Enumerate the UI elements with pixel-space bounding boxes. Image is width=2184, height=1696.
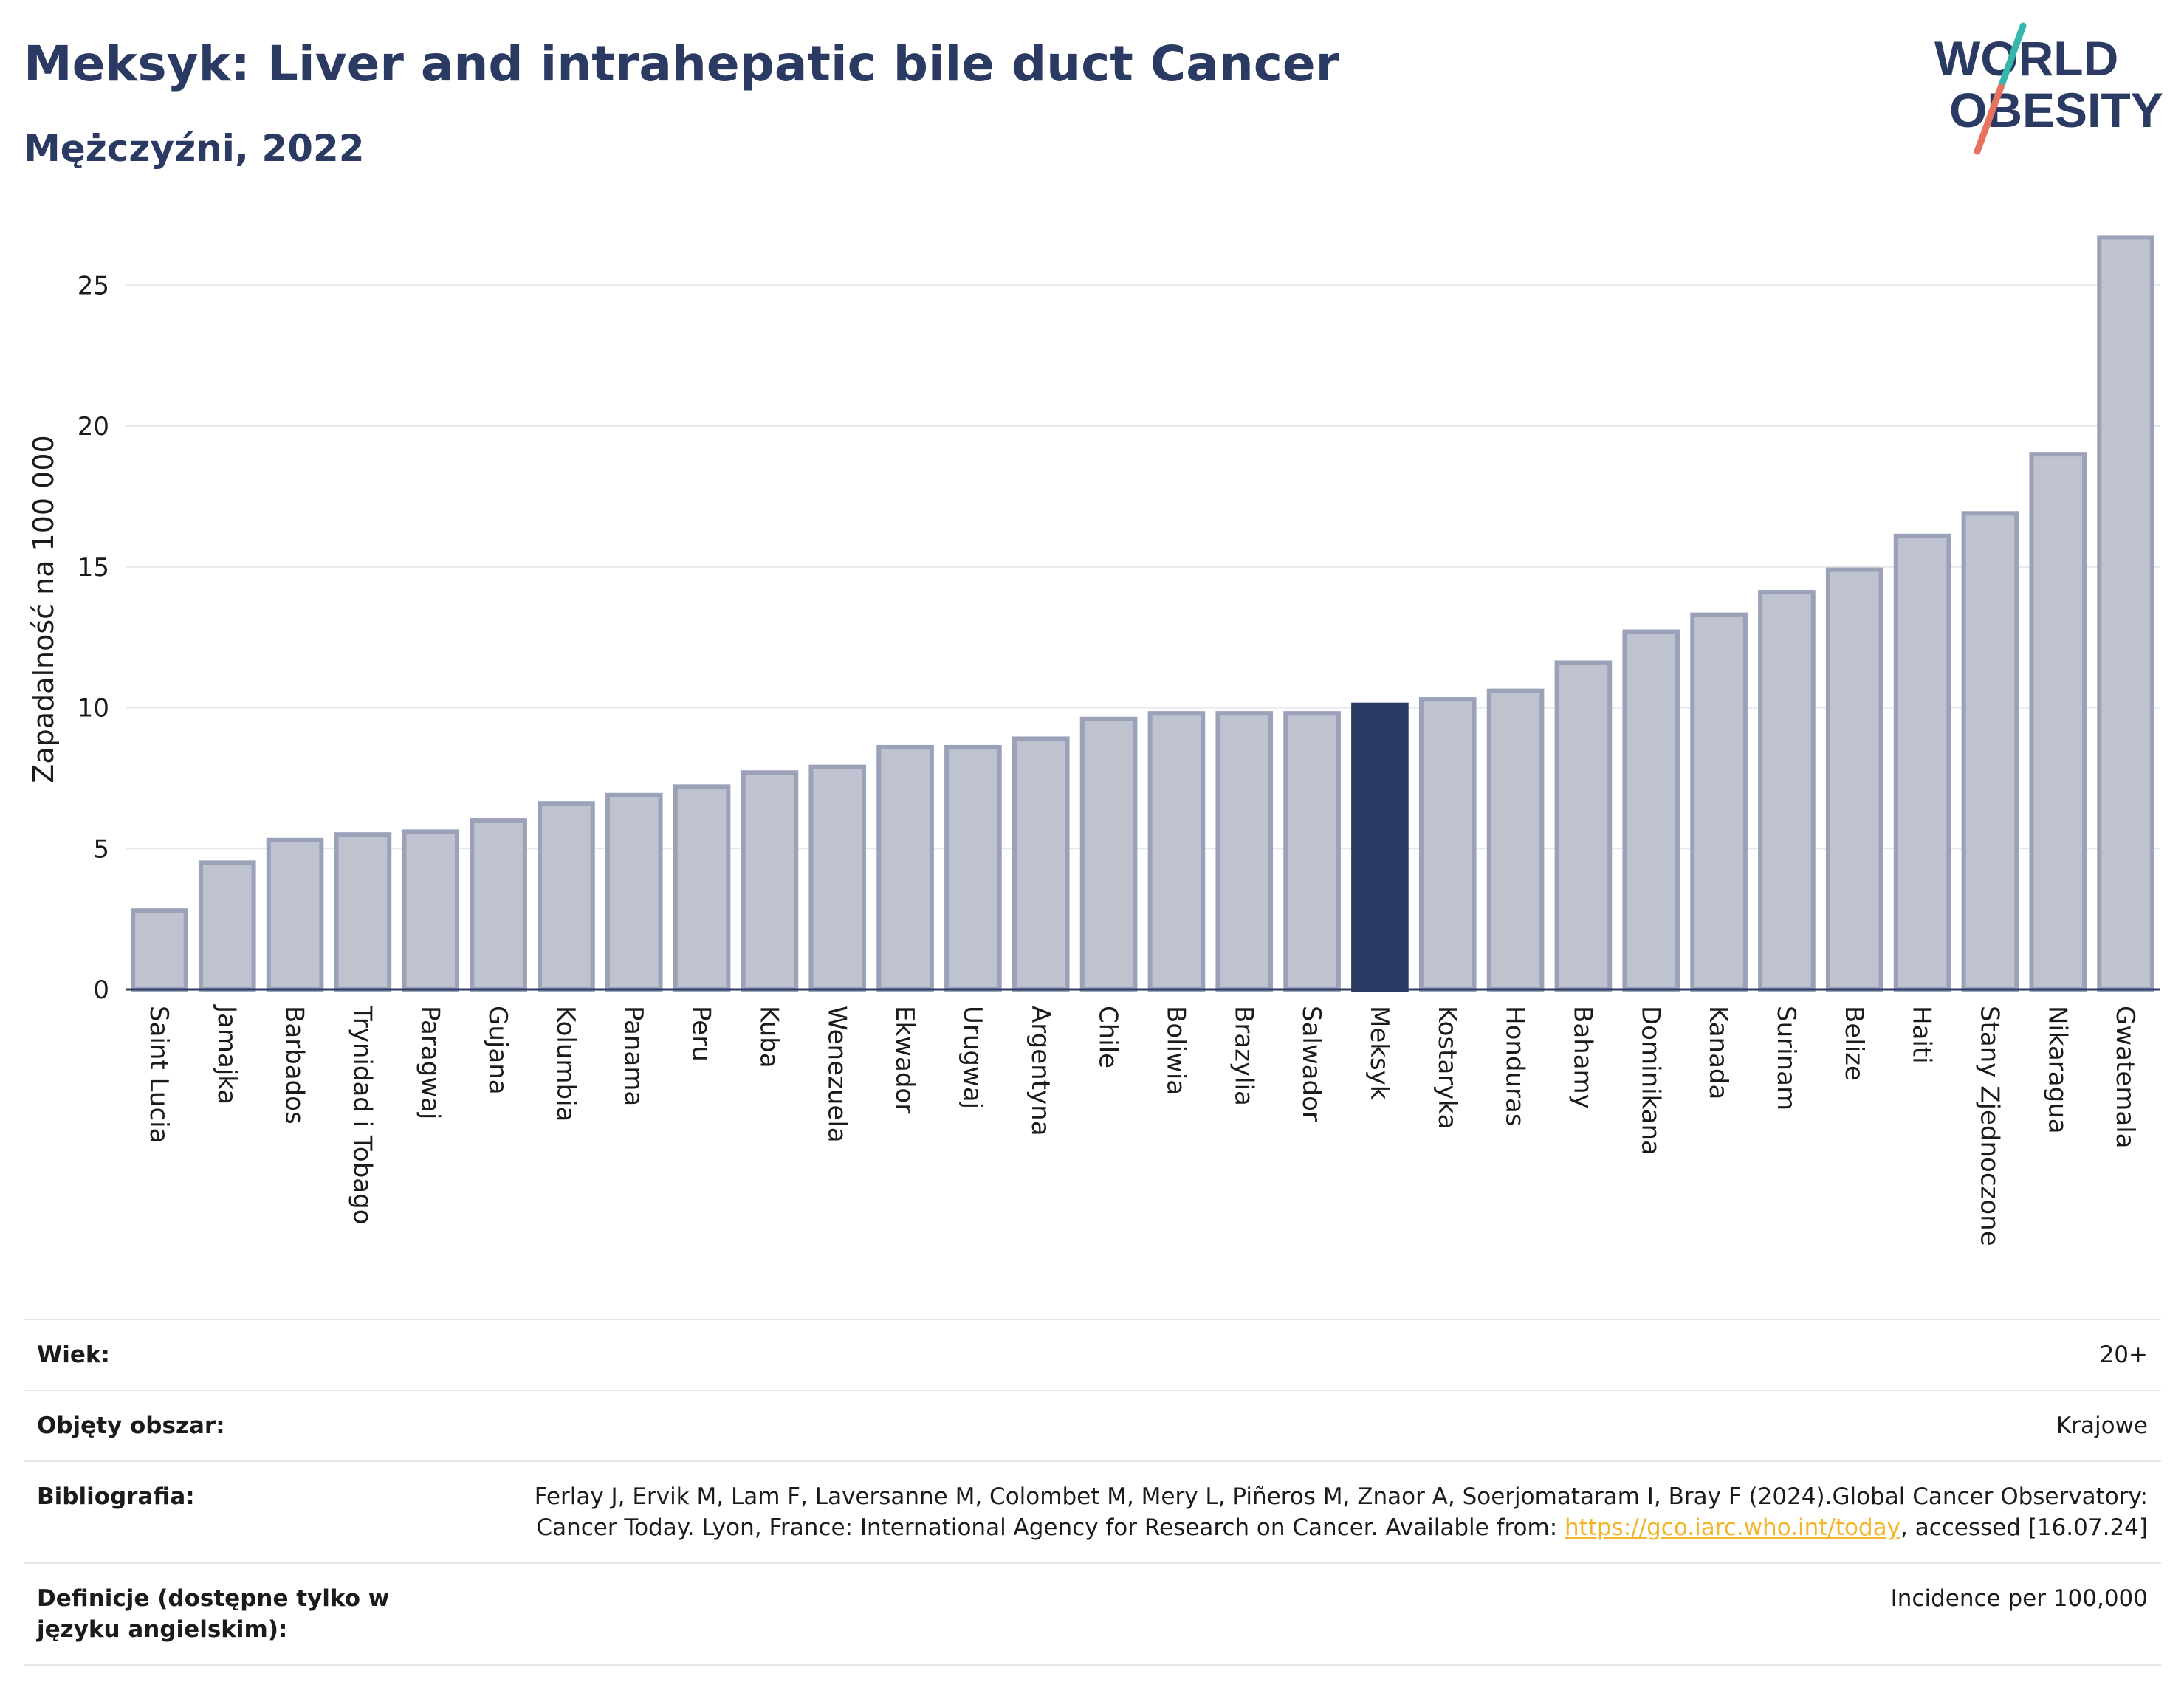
x-tick-label: Panama bbox=[619, 1006, 648, 1106]
bar-chart: 0 5 10 15 20 25 Zapadalność na 100 000 Saint Lu… bbox=[27, 235, 2160, 1246]
meta-label: Wiek: bbox=[24, 1319, 493, 1390]
y-axis-label: Zapadalność na 100 000 bbox=[27, 435, 60, 783]
y-tick-label: 0 bbox=[93, 975, 109, 1005]
bar bbox=[538, 801, 595, 992]
y-tick-label: 25 bbox=[78, 271, 109, 301]
meta-label: Objęty obszar: bbox=[24, 1390, 493, 1461]
bar bbox=[1825, 567, 1883, 992]
x-tick-label: Kuba bbox=[754, 1006, 783, 1068]
x-tick-label: Dominikana bbox=[1635, 1006, 1665, 1156]
x-tick-label: Kanada bbox=[1703, 1006, 1733, 1099]
logo-line-2: OBESITY bbox=[1949, 83, 2163, 137]
bibliography-accessed: , accessed [16.07.24] bbox=[1900, 1514, 2148, 1541]
x-tick-label: Urugwaj bbox=[958, 1006, 987, 1109]
x-tick-label: Argentyna bbox=[1026, 1006, 1055, 1136]
meta-row-definitions: Definicje (dostępne tylko w języku angie… bbox=[24, 1562, 2161, 1666]
bar bbox=[1012, 736, 1070, 992]
x-tick-label: Gujana bbox=[483, 1006, 512, 1095]
bar bbox=[1215, 711, 1274, 992]
x-tick-label: Gwatemala bbox=[2110, 1006, 2140, 1148]
meta-row-bibliography: Bibliografia: Ferlay J, Ervik M, Lam F, … bbox=[24, 1460, 2161, 1563]
chart-title: Meksyk: Liver and intrahepatic bile duct… bbox=[24, 35, 1340, 92]
x-tick-label: Trynidad i Tobago bbox=[347, 1005, 377, 1225]
bar bbox=[131, 908, 188, 992]
bar bbox=[1486, 688, 1545, 992]
x-tick-label: Honduras bbox=[1500, 1006, 1530, 1127]
bar bbox=[1758, 590, 1816, 992]
bar bbox=[1147, 711, 1206, 992]
world-obesity-logo: WORLD OBESITY bbox=[1934, 22, 2163, 155]
x-tick-label: Paragwaj bbox=[415, 1006, 444, 1119]
bar bbox=[1283, 711, 1341, 992]
x-tick-label: Salwador bbox=[1297, 1006, 1326, 1122]
bar bbox=[876, 744, 934, 992]
bar bbox=[605, 792, 663, 992]
x-tick-label: Kolumbia bbox=[551, 1006, 580, 1122]
logo-slash-top bbox=[1997, 22, 2027, 91]
bar bbox=[1418, 697, 1477, 992]
bar bbox=[673, 784, 731, 992]
bar bbox=[266, 837, 324, 992]
meta-label: Definicje (dostępne tylko w języku angie… bbox=[24, 1562, 493, 1666]
bar bbox=[1554, 660, 1613, 992]
bar bbox=[808, 764, 867, 992]
bar bbox=[334, 832, 392, 992]
x-tick-label: Boliwia bbox=[1161, 1006, 1190, 1095]
logo-slash-bottom bbox=[1974, 83, 2005, 155]
x-tick-label: Surinam bbox=[1771, 1006, 1801, 1110]
bar bbox=[470, 818, 527, 992]
x-tick-label: Saint Lucia bbox=[144, 1006, 174, 1143]
bar bbox=[1622, 629, 1680, 992]
bar-highlight bbox=[1351, 702, 1409, 992]
meta-value: 20+ bbox=[493, 1319, 2161, 1390]
bar bbox=[198, 860, 256, 992]
x-tick-label: Barbados bbox=[280, 1006, 309, 1125]
x-tick-label: Belize bbox=[1839, 1006, 1869, 1081]
bar bbox=[741, 770, 799, 992]
x-tick-label: Stany Zjednoczone bbox=[1974, 1006, 2004, 1246]
x-tick-label: Nikaragua bbox=[2042, 1006, 2072, 1134]
bar bbox=[1690, 612, 1748, 992]
x-tick-label: Jamajka bbox=[212, 1004, 241, 1105]
meta-value: Ferlay J, Ervik M, Lam F, Laversanne M, … bbox=[493, 1460, 2161, 1563]
y-tick-label: 15 bbox=[78, 553, 109, 583]
bar bbox=[1893, 533, 1951, 992]
x-tick-label: Bahamy bbox=[1567, 1006, 1597, 1109]
bar bbox=[2097, 235, 2154, 992]
metadata-table: Wiek: 20+ Objęty obszar: Krajowe Bibliog… bbox=[24, 1319, 2161, 1666]
x-tick-label: Meksyk bbox=[1364, 1006, 1394, 1100]
meta-value: Krajowe bbox=[493, 1390, 2161, 1461]
bar bbox=[2029, 452, 2087, 992]
x-tick-label: Chile bbox=[1093, 1006, 1123, 1068]
x-tick-label: Wenezuela bbox=[822, 1006, 851, 1143]
x-tick-label: Brazylia bbox=[1229, 1006, 1258, 1106]
meta-label: Bibliografia: bbox=[24, 1460, 493, 1563]
y-tick-label: 5 bbox=[93, 834, 109, 864]
source-link[interactable]: https://gco.iarc.who.int/today bbox=[1565, 1514, 1900, 1541]
x-tick-label: Ekwador bbox=[890, 1006, 919, 1113]
x-tick-label: Kostaryka bbox=[1432, 1006, 1462, 1129]
y-tick-label: 10 bbox=[78, 694, 109, 724]
bar bbox=[1079, 716, 1138, 992]
chart-subtitle: Mężczyźni, 2022 bbox=[24, 127, 365, 170]
meta-row-age: Wiek: 20+ bbox=[24, 1319, 2161, 1390]
bibliography-text: Ferlay J, Ervik M, Lam F, Laversanne M, … bbox=[534, 1483, 2148, 1541]
x-tick-label: Haiti bbox=[1907, 1006, 1937, 1064]
bar bbox=[1961, 511, 2019, 992]
bar bbox=[402, 829, 460, 992]
bar bbox=[944, 744, 1002, 992]
x-tick-label: Peru bbox=[687, 1006, 716, 1062]
y-tick-label: 20 bbox=[78, 412, 109, 442]
meta-value: Incidence per 100,000 bbox=[493, 1562, 2161, 1666]
meta-row-coverage: Objęty obszar: Krajowe bbox=[24, 1390, 2161, 1461]
logo-line-1: WORLD bbox=[1934, 31, 2118, 86]
